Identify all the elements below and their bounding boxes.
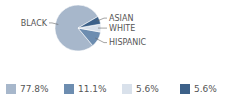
legend-label: 5.6% <box>194 84 217 94</box>
leader-line <box>97 18 107 21</box>
legend: 77.8% 11.1% 5.6% 5.6% <box>6 84 217 94</box>
slice-label: ASIAN <box>109 14 133 23</box>
legend-item: 5.6% <box>122 84 159 94</box>
legend-swatch <box>180 84 190 94</box>
legend-item: 11.1% <box>64 84 107 94</box>
legend-label: 77.8% <box>20 84 49 94</box>
slice-label: BLACK <box>21 19 48 28</box>
slice-label: HISPANIC <box>109 38 147 47</box>
pie-slice <box>78 17 101 29</box>
leader-line <box>49 23 58 25</box>
leader-line <box>98 28 107 29</box>
legend-label: 5.6% <box>136 84 159 94</box>
legend-label: 11.1% <box>78 84 107 94</box>
legend-swatch <box>122 84 132 94</box>
legend-item: 5.6% <box>180 84 217 94</box>
legend-swatch <box>6 84 16 94</box>
chart: BLACK HISPANIC WHITEASIAN 77.8% 11.1% 5.6% 5.6… <box>0 0 240 100</box>
legend-item: 77.8% <box>6 84 49 94</box>
leader-line <box>95 38 107 43</box>
pie: BLACK HISPANIC WHITEASIAN <box>21 5 147 51</box>
legend-swatch <box>64 84 74 94</box>
slice-label: WHITE <box>109 24 135 33</box>
